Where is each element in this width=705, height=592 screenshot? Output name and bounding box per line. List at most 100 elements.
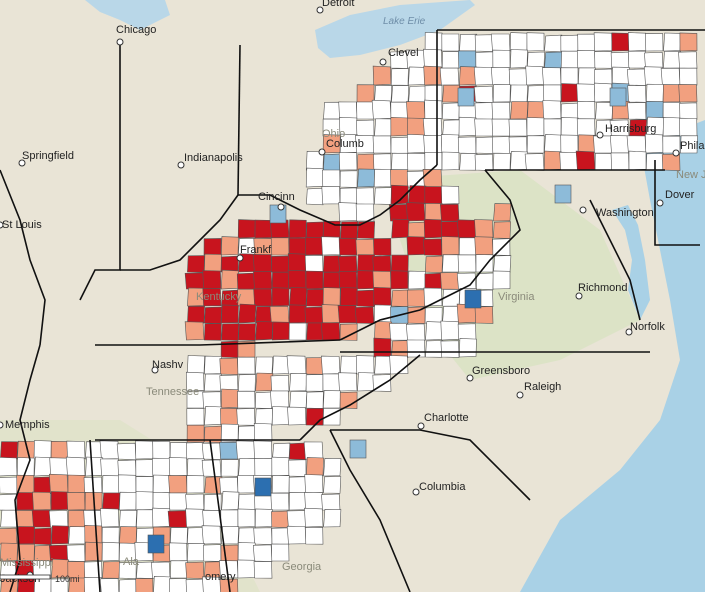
county-cell — [509, 49, 528, 69]
county-cell — [510, 101, 529, 120]
region-label-ohio: Ohio — [322, 128, 345, 140]
county-cell — [490, 33, 511, 52]
county-cell — [457, 254, 477, 273]
city-dot-columbus — [318, 148, 326, 156]
county-cell — [135, 440, 154, 460]
city-label-harrisburg: Harrisburg — [605, 123, 656, 135]
city-dot-chicago — [116, 38, 124, 46]
county-cell — [99, 440, 120, 460]
county-cell — [68, 526, 87, 545]
county-cell — [474, 236, 494, 256]
county-cell — [168, 578, 188, 592]
region-label-newjersey: New Je — [676, 169, 705, 181]
county-cell — [356, 270, 375, 290]
county-cell — [288, 476, 307, 494]
county-cell — [271, 527, 290, 545]
county-cell — [339, 170, 358, 188]
county-cell — [255, 321, 274, 341]
county-cell — [407, 133, 426, 154]
county-cell — [322, 287, 341, 307]
county-cell — [100, 458, 120, 477]
city-label-philadelphia: Phila — [680, 140, 705, 152]
county-cell — [543, 84, 562, 103]
county-cell — [152, 507, 171, 528]
county-cell — [440, 340, 460, 358]
county-cell — [33, 544, 52, 563]
county-cell — [524, 153, 545, 171]
county-cell — [15, 509, 35, 528]
county-cell — [374, 85, 393, 103]
county-cell — [678, 84, 698, 103]
county-cell — [593, 135, 613, 154]
county-cell — [372, 65, 392, 86]
county-cell — [354, 306, 375, 324]
county-cell — [474, 153, 494, 172]
county-cell — [679, 67, 698, 86]
county-cell — [220, 236, 239, 256]
county-cell — [323, 153, 341, 172]
county-cell — [459, 152, 478, 171]
county-cell — [458, 237, 477, 256]
county-cell — [509, 32, 528, 52]
county-cell — [423, 218, 443, 239]
county-cell — [475, 272, 494, 291]
county-cell — [491, 118, 511, 137]
county-cell — [407, 152, 426, 171]
county-cell — [219, 441, 239, 460]
county-cell — [560, 117, 579, 137]
county-cell — [338, 271, 358, 290]
county-cell — [252, 254, 273, 273]
city-dot-frankfort — [236, 254, 244, 262]
county-cell — [271, 475, 290, 494]
county-cell — [16, 492, 35, 511]
county-cell — [357, 372, 376, 392]
county-cell — [679, 135, 698, 154]
county-cell — [152, 457, 171, 477]
county-cell — [407, 270, 426, 290]
county-cell — [322, 373, 341, 392]
county-cell — [679, 102, 698, 120]
county-cell — [509, 84, 528, 103]
county-cell — [544, 34, 563, 53]
county-cell — [424, 186, 443, 205]
county-cell — [322, 255, 341, 273]
county-cell — [118, 491, 137, 511]
county-cell — [439, 203, 460, 222]
county-cell — [271, 510, 290, 529]
county-cell — [457, 136, 477, 154]
county-cell — [357, 168, 376, 188]
city-dot-philadelphia — [672, 149, 680, 157]
county-cell — [628, 50, 647, 69]
county-cell — [323, 508, 342, 528]
county-cell — [236, 408, 256, 426]
county-cell — [33, 440, 52, 460]
county-cell — [422, 118, 443, 137]
scale-bar: 100mi — [0, 574, 80, 584]
county-cell — [577, 33, 596, 52]
county-cell — [422, 238, 443, 256]
county-cell — [338, 152, 358, 171]
county-cell — [288, 492, 307, 511]
atlantic-ocean — [520, 120, 705, 592]
county-cell — [474, 306, 494, 324]
county-cell — [305, 236, 324, 256]
county-cell — [406, 236, 426, 256]
county-cell — [202, 576, 222, 592]
city-label-cleveland: Clevel — [388, 47, 419, 59]
county-cell — [306, 187, 325, 206]
county-cell — [576, 50, 596, 69]
county-cell — [389, 204, 409, 222]
county-cell — [220, 509, 239, 528]
county-cell — [525, 65, 545, 86]
county-cell — [320, 322, 341, 341]
county-cell — [408, 66, 427, 86]
county-cell — [390, 169, 409, 188]
county-cell — [184, 321, 205, 341]
city-label-frankfort: Frankf — [240, 244, 272, 256]
county-cell — [84, 524, 103, 545]
county-cell — [101, 526, 120, 545]
county-cell — [305, 270, 324, 290]
county-cell — [221, 526, 240, 545]
